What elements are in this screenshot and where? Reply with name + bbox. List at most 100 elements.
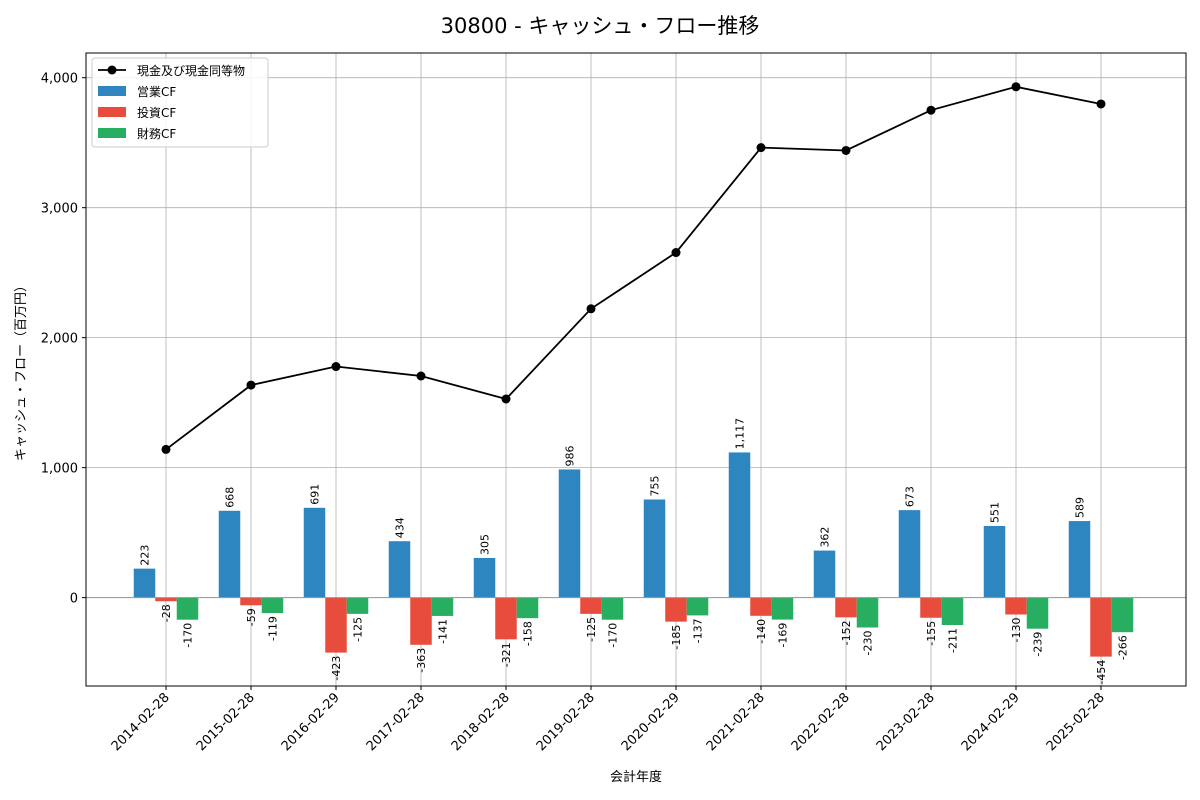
legend-swatch	[98, 86, 126, 96]
bar-value-label: -170	[182, 623, 195, 648]
bar-営業CF	[643, 499, 666, 598]
cash-point	[926, 105, 936, 115]
bar-営業CF	[1068, 521, 1091, 598]
bar-財務CF	[1026, 597, 1049, 629]
y-tick-label: 0	[70, 592, 78, 607]
bar-営業CF	[813, 550, 836, 598]
x-tick-label: 2021-02-28	[704, 690, 768, 754]
y-axis-ticks: 0 1,000 2,000 3,000 4,000	[41, 72, 86, 607]
bar-value-label: -28	[160, 604, 173, 622]
bar-営業CF	[303, 507, 326, 598]
x-tick-label: 2019-02-28	[534, 690, 598, 754]
bar-value-label: -423	[330, 656, 343, 681]
cash-point	[161, 444, 171, 454]
cash-point	[756, 143, 766, 153]
bar-value-label: -454	[1095, 660, 1108, 685]
bar-営業CF	[898, 510, 921, 598]
cash-point	[1011, 82, 1021, 92]
x-tick-label: 2022-02-28	[789, 690, 853, 754]
bar-営業CF	[473, 557, 496, 598]
x-tick-label: 2020-02-29	[619, 690, 683, 754]
x-tick-label: 2023-02-28	[874, 690, 938, 754]
bar-value-label: -266	[1117, 635, 1130, 660]
cash-point	[331, 362, 341, 372]
y-tick-label: 1,000	[41, 462, 78, 477]
bar-value-label: -125	[585, 617, 598, 642]
bar-value-label: -152	[840, 620, 853, 645]
bar-labels: 223 668 691 434 305 986 755 1,117 362 673 551 589 -2…	[139, 418, 1130, 685]
bar-財務CF	[771, 597, 794, 620]
bar-value-label: -169	[777, 623, 790, 648]
bar-財務CF	[856, 597, 879, 628]
bar-value-label: 362	[819, 527, 832, 548]
bar-value-label: 986	[564, 445, 577, 466]
cash-point	[1096, 99, 1106, 109]
bar-投資CF	[240, 597, 262, 606]
bar-value-label: -59	[245, 608, 258, 626]
bar-value-label: 589	[1074, 497, 1087, 518]
bar-営業CF	[728, 452, 751, 598]
bar-投資CF	[665, 597, 687, 622]
cash-point	[671, 248, 681, 258]
bar-財務CF	[176, 597, 199, 620]
x-axis-label: 会計年度	[610, 769, 662, 785]
bar-営業CF	[133, 568, 156, 598]
bar-value-label: 305	[479, 534, 492, 555]
grid	[86, 53, 1186, 686]
y-axis-label: キャッシュ・フロー（百万円）	[14, 279, 29, 461]
bar-value-label: -119	[267, 616, 280, 641]
bar-value-label: -230	[862, 631, 875, 656]
bar-投資CF	[495, 597, 517, 640]
bar-value-label: -140	[755, 619, 768, 644]
bar-value-label: 668	[224, 487, 237, 508]
cash-point	[501, 394, 511, 404]
bar-投資CF	[1090, 597, 1112, 657]
bar-value-label: 1,117	[734, 418, 747, 450]
bar-投資CF	[920, 597, 942, 618]
bar-投資CF	[835, 597, 857, 618]
bar-投資CF	[155, 597, 177, 602]
bar-営業CF	[983, 525, 1006, 598]
bar-投資CF	[580, 597, 602, 614]
bar-投資CF	[325, 597, 347, 653]
bar-value-label: -155	[925, 621, 938, 646]
legend-label: 財務CF	[137, 126, 176, 141]
bar-value-label: 551	[989, 502, 1002, 523]
bars	[133, 452, 1134, 657]
y-tick-label: 3,000	[41, 202, 78, 217]
bar-value-label: 755	[649, 475, 662, 496]
x-tick-label: 2025-02-28	[1044, 690, 1108, 754]
bar-value-label: -185	[670, 625, 683, 650]
plot-frame	[85, 52, 1187, 687]
y-tick-label: 4,000	[41, 72, 78, 87]
y-tick-label: 2,000	[41, 332, 78, 347]
bar-value-label: -211	[947, 628, 960, 653]
cash-point	[246, 380, 256, 390]
bar-財務CF	[601, 597, 624, 620]
bar-営業CF	[218, 510, 241, 598]
bar-value-label: 434	[394, 517, 407, 538]
x-tick-label: 2015-02-28	[194, 690, 258, 754]
bar-財務CF	[431, 597, 454, 616]
bar-value-label: 691	[309, 484, 322, 505]
cash-point	[416, 371, 426, 381]
legend-swatch-marker	[107, 65, 117, 75]
bar-value-label: 223	[139, 545, 152, 566]
bar-財務CF	[346, 597, 369, 614]
bar-value-label: -321	[500, 642, 513, 667]
bar-財務CF	[1111, 597, 1134, 633]
cash-line-layer	[161, 82, 1106, 454]
legend-label: 現金及び現金同等物	[137, 63, 245, 78]
bar-value-label: 673	[904, 486, 917, 507]
bar-投資CF	[410, 597, 432, 645]
bar-財務CF	[261, 597, 284, 614]
bar-value-label: -363	[415, 648, 428, 673]
bar-value-label: -137	[692, 618, 705, 643]
cash-point	[586, 304, 596, 314]
legend-swatch	[98, 128, 126, 138]
x-axis-ticks: 2014-02-28 2015-02-28 2016-02-29 2017-02-28…	[109, 686, 1108, 754]
bar-投資CF	[1005, 597, 1027, 615]
bar-投資CF	[750, 597, 772, 616]
